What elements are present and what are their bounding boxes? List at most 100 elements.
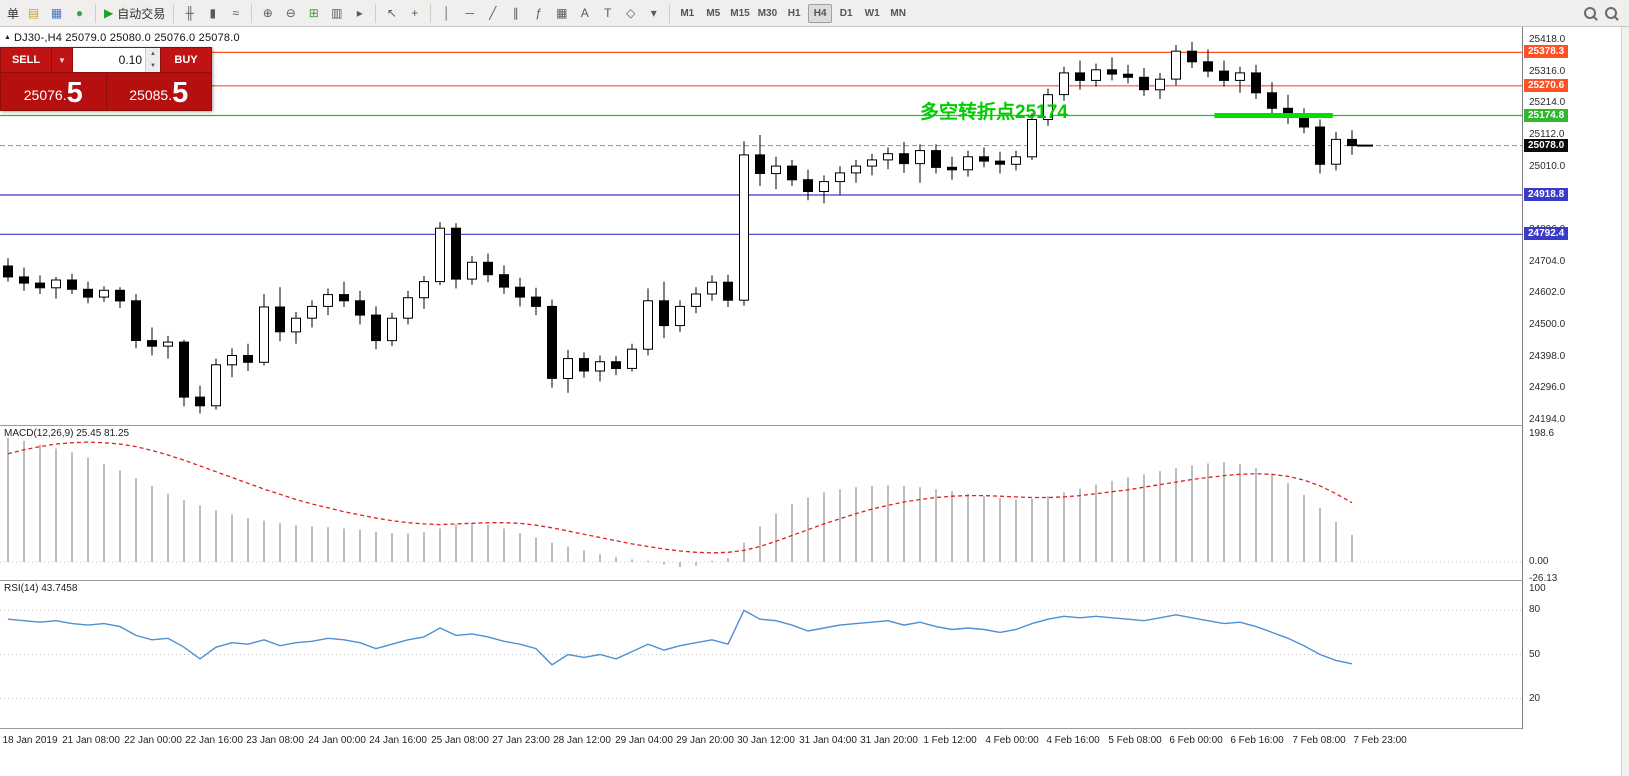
time-label: 22 Jan 16:00 (185, 735, 243, 746)
toolbar-separator (669, 3, 671, 23)
toolbar-separator (95, 3, 97, 23)
panel-separator[interactable] (0, 425, 1629, 426)
price-tick: 25418.0 (1529, 34, 1566, 45)
shapes-icon[interactable]: ▦ (551, 3, 572, 24)
tf-M15[interactable]: M15 (727, 4, 752, 23)
autotrade-button[interactable]: ▶ 自动交易 (101, 3, 168, 24)
fibonacci-icon[interactable]: ƒ (528, 3, 549, 24)
quick-search-icon[interactable] (1604, 6, 1619, 21)
macd-chart[interactable] (0, 426, 1522, 580)
price-tick: 0.00 (1529, 556, 1549, 567)
rsi-label: RSI(14) 43.7458 (4, 583, 78, 594)
buy-price-button[interactable]: 25085. 5 (107, 73, 212, 110)
chart-wizard-icon[interactable]: ▤ (23, 3, 44, 24)
ohlc-open: 25079.0 (65, 32, 107, 44)
auto-scroll-icon[interactable]: ▸ (349, 3, 370, 24)
collapse-triangle-icon[interactable]: ▲ (4, 34, 11, 41)
cursor-icon[interactable]: ↖ (381, 3, 402, 24)
main-price-panel[interactable]: 多空转折点25174 ▲ DJ30-,H4 25079.0 25080.0 25… (0, 27, 1522, 425)
candlestick-chart-icon[interactable]: ▮ (202, 3, 223, 24)
line-chart-icon[interactable]: ≈ (225, 3, 246, 24)
fibonacci-icon: ƒ (535, 6, 543, 20)
zoom-in-icon[interactable]: ⊕ (257, 3, 278, 24)
vertical-line-icon[interactable]: │ (436, 3, 457, 24)
time-axis[interactable]: 18 Jan 2019 21 Jan 08:00 22 Jan 00:00 22 Ja… (0, 729, 1629, 776)
rsi-chart[interactable] (0, 581, 1522, 728)
sell-button[interactable]: SELL (1, 48, 51, 72)
volume-down-button[interactable]: ▼ (146, 60, 160, 72)
autotrade-button-label: 自动交易 (117, 6, 166, 21)
price-tick: 24500.0 (1529, 319, 1566, 330)
horizontal-line-icon[interactable]: ─ (459, 3, 480, 24)
price-tick: 24602.0 (1529, 287, 1566, 298)
tf-H1-label: H1 (787, 7, 801, 19)
tf-H4[interactable]: H4 (808, 3, 833, 23)
time-label: 4 Feb 16:00 (1046, 735, 1100, 746)
panel-separator (0, 728, 1629, 729)
tf-M5[interactable]: M5 (701, 4, 725, 23)
text-icon[interactable]: A (574, 3, 595, 24)
channel-icon: ∥ (512, 6, 519, 20)
candlestick-chart[interactable]: 多空转折点25174 (0, 27, 1522, 425)
tf-M1[interactable]: M1 (675, 4, 699, 23)
tf-H1[interactable]: H1 (782, 4, 806, 23)
time-label: 6 Feb 16:00 (1230, 735, 1284, 746)
volume-up-button[interactable]: ▲ (146, 48, 160, 60)
time-label: 29 Jan 04:00 (615, 735, 673, 746)
volume-input[interactable] (72, 48, 145, 72)
chart-shift-icon: ▥ (331, 6, 343, 20)
bar-chart-icon[interactable]: ╫ (179, 3, 200, 24)
toolbar-separator (430, 3, 432, 23)
svg-text:多空转折点25174: 多空转折点25174 (920, 100, 1068, 123)
profile-icon[interactable]: ▦ (46, 3, 67, 24)
tf-M1-label: M1 (680, 7, 695, 19)
chart-shift-icon[interactable]: ▥ (326, 3, 347, 24)
zoom-out-icon[interactable]: ⊖ (280, 3, 301, 24)
time-label: 24 Jan 00:00 (308, 735, 366, 746)
price-line-badge: 24792.4 (1524, 227, 1569, 240)
vertical-scrollbar[interactable] (1621, 27, 1629, 776)
time-label: 31 Jan 20:00 (860, 735, 918, 746)
channel-icon[interactable]: ∥ (505, 3, 526, 24)
tf-M15-label: M15 (730, 7, 750, 19)
time-label: 30 Jan 12:00 (737, 735, 795, 746)
tf-M30[interactable]: M30 (755, 4, 780, 23)
tf-W1[interactable]: W1 (860, 4, 884, 23)
trade-panel-price-row: 25076. 5 25085. 5 (1, 73, 211, 110)
toolbar-groups: ▤ ▦ ● ▶ 自动交易 ╫ ▮ ≈ ⊕ ⊖ ⊞ ▥ ▸ ↖ + │ ─ ╱ ∥ ƒ ▦ A T ◇ ▾ M1 M5 M15 M30 H1… (22, 3, 911, 24)
buy-button[interactable]: BUY (161, 48, 211, 72)
time-label: 25 Jan 08:00 (431, 735, 489, 746)
tile-windows-icon[interactable]: ⊞ (303, 3, 324, 24)
zoom-out-icon: ⊖ (285, 6, 296, 20)
macd-panel[interactable]: MACD(12,26,9) 25.45 81.25 (0, 426, 1522, 580)
ohlc-close: 25078.0 (198, 32, 240, 44)
time-label: 5 Feb 08:00 (1108, 735, 1162, 746)
rsi-panel[interactable]: RSI(14) 43.7458 (0, 581, 1522, 728)
crosshair-icon[interactable]: + (404, 3, 425, 24)
ohlc-high: 25080.0 (109, 32, 151, 44)
panel-separator[interactable] (0, 580, 1629, 581)
tf-D1[interactable]: D1 (834, 4, 858, 23)
toolbar-separator (375, 3, 377, 23)
orders-menu-label[interactable]: 单 (7, 6, 20, 21)
price-tick: 24398.0 (1529, 351, 1566, 362)
tf-MN[interactable]: MN (886, 4, 910, 23)
time-label: 27 Jan 23:00 (492, 735, 550, 746)
label-icon[interactable]: T (597, 3, 618, 24)
tf-M30-label: M30 (757, 7, 778, 19)
time-label: 21 Jan 08:00 (62, 735, 120, 746)
trendline-icon[interactable]: ╱ (482, 3, 503, 24)
price-tick: 24296.0 (1529, 382, 1566, 393)
search-icon[interactable] (1583, 6, 1598, 21)
auto-scroll-icon: ▸ (356, 6, 363, 20)
arrows-icon[interactable]: ◇ (620, 3, 641, 24)
arrows-icon: ◇ (626, 6, 636, 20)
price-axis[interactable]: 25418.025316.025214.025112.025010.024908… (1522, 27, 1621, 729)
order-type-dropdown[interactable]: ▼ (51, 48, 72, 72)
sell-price-button[interactable]: 25076. 5 (1, 73, 107, 110)
time-label: 1 Feb 12:00 (923, 735, 977, 746)
chart-wizard-icon: ▤ (27, 6, 40, 20)
time-label: 24 Jan 16:00 (369, 735, 427, 746)
community-icon[interactable]: ● (69, 3, 90, 24)
more-tools-icon[interactable]: ▾ (643, 3, 664, 24)
